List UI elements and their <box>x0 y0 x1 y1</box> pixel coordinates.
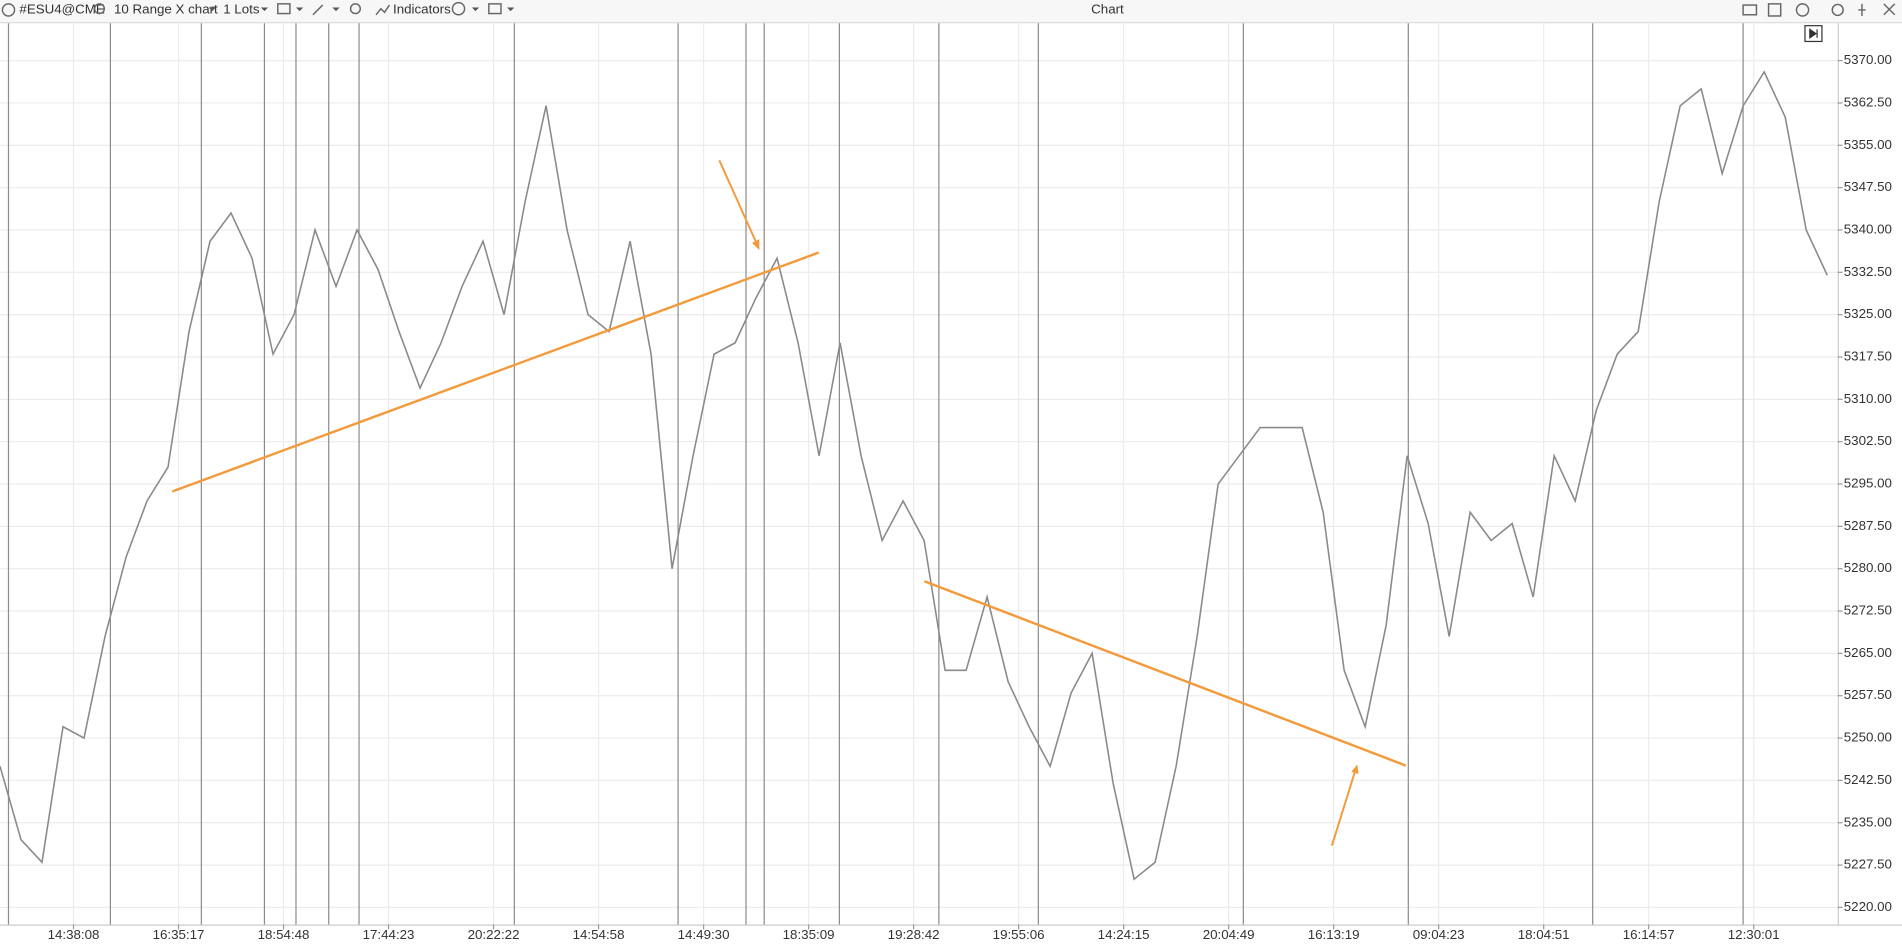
y-tick-label: 5295.00 <box>1844 476 1892 491</box>
dropdown[interactable] <box>507 7 515 12</box>
y-tick-label: 5242.50 <box>1844 772 1892 787</box>
close-icon[interactable] <box>1883 3 1896 16</box>
theme-icon[interactable] <box>1795 3 1810 17</box>
layout-icon[interactable] <box>488 3 502 15</box>
dropdown[interactable] <box>471 7 480 12</box>
y-tick-label: 5347.50 <box>1844 179 1892 194</box>
x-tick-label: 14:54:58 <box>573 927 625 942</box>
y-tick-label: 5340.00 <box>1844 221 1892 236</box>
search-icon[interactable] <box>93 3 106 15</box>
x-tick-label: 16:13:19 <box>1308 927 1360 942</box>
pin-icon[interactable] <box>1858 3 1866 16</box>
x-tick-label: 14:24:15 <box>1098 927 1150 942</box>
x-tick-label: 19:28:42 <box>888 927 940 942</box>
y-tick-label: 5250.00 <box>1844 730 1892 745</box>
x-tick-label: 12:30:01 <box>1728 927 1780 942</box>
trend-line[interactable] <box>171 251 820 493</box>
arrow[interactable] <box>718 159 758 245</box>
scroll-end-icon <box>1809 28 1818 39</box>
zoom-icon[interactable] <box>349 3 361 15</box>
template-icon[interactable] <box>277 3 291 15</box>
indicators-icon[interactable] <box>375 4 390 16</box>
symbol[interactable]: #ESU4@CME <box>19 1 104 16</box>
drawings <box>171 159 1407 846</box>
price-line <box>0 70 1828 881</box>
dropdown[interactable] <box>260 7 269 12</box>
trend-line[interactable] <box>923 580 1407 767</box>
indicators[interactable]: Indicators <box>393 1 451 16</box>
y-tick-label: 5272.50 <box>1844 603 1892 618</box>
y-tick-label: 5302.50 <box>1844 433 1892 448</box>
y-tick-label: 5370.00 <box>1844 52 1892 67</box>
x-tick-label: 09:04:23 <box>1413 927 1465 942</box>
y-tick-label: 5325.00 <box>1844 306 1892 321</box>
object-icon[interactable] <box>451 1 466 16</box>
chart-type[interactable]: 10 Range X chart <box>114 1 218 16</box>
y-tick-label: 5355.00 <box>1844 137 1892 152</box>
y-tick-label: 5310.00 <box>1844 391 1892 406</box>
y-tick-label: 5362.50 <box>1844 94 1892 109</box>
x-tick-label: 20:22:22 <box>468 927 520 942</box>
camera-icon[interactable] <box>1742 4 1758 16</box>
x-tick-label: 16:14:57 <box>1623 927 1675 942</box>
session-separators <box>7 23 1744 925</box>
draw-icon[interactable] <box>312 4 324 16</box>
y-tick-label: 5235.00 <box>1844 814 1892 829</box>
arrow[interactable] <box>1330 771 1356 846</box>
lots[interactable]: 1 Lots <box>223 1 260 16</box>
settings-icon[interactable] <box>1831 3 1844 17</box>
x-tick-label: 19:55:06 <box>993 927 1045 942</box>
x-tick-label: 14:49:30 <box>678 927 730 942</box>
x-tick-label: 17:44:23 <box>363 927 415 942</box>
x-tick-label: 20:04:49 <box>1203 927 1255 942</box>
y-tick-label: 5257.50 <box>1844 687 1892 702</box>
x-tick-label: 18:54:48 <box>258 927 310 942</box>
y-tick-label: 5332.50 <box>1844 264 1892 279</box>
arrow-head <box>752 239 760 251</box>
y-tick-label: 5220.00 <box>1844 899 1892 914</box>
y-tick-label: 5280.00 <box>1844 560 1892 575</box>
y-tick-label: 5317.50 <box>1844 349 1892 364</box>
y-tick-label: 5227.50 <box>1844 857 1892 872</box>
dropdown[interactable] <box>295 7 304 12</box>
x-tick-label: 18:04:51 <box>1518 927 1570 942</box>
window-title: Chart <box>1091 1 1124 16</box>
y-tick-label: 5265.00 <box>1844 645 1892 660</box>
toolbar <box>0 0 1902 23</box>
fullscreen-icon[interactable] <box>1767 3 1782 17</box>
logo-icon[interactable] <box>1 3 16 17</box>
arrow-head <box>1351 764 1359 775</box>
x-tick-label: 14:38:08 <box>48 927 100 942</box>
y-tick-label: 5287.50 <box>1844 518 1892 533</box>
dropdown[interactable] <box>332 7 340 12</box>
dropdown[interactable] <box>208 7 216 12</box>
x-tick-label: 18:35:09 <box>783 927 835 942</box>
x-tick-label: 16:35:17 <box>153 927 205 942</box>
